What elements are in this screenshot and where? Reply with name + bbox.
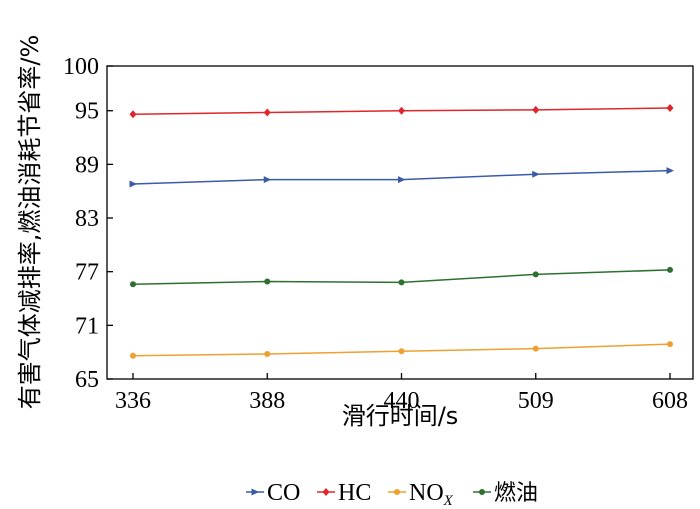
data-point — [398, 106, 405, 115]
data-point — [532, 170, 540, 178]
legend-item: NOX — [388, 480, 454, 509]
legend-marker — [479, 489, 485, 495]
y-tick-label: 83 — [75, 206, 99, 232]
series-1 — [129, 104, 674, 119]
legend-label: NOX — [409, 480, 454, 509]
x-axis: 336 388 440 509 608 — [115, 373, 688, 414]
y-tick-label: 65 — [75, 367, 99, 393]
x-tick-label: 440 — [384, 388, 420, 414]
data-point — [263, 176, 272, 184]
y-tick-label: 71 — [75, 313, 99, 339]
x-tick-label: 608 — [652, 388, 688, 414]
legend-item: HC — [317, 480, 371, 506]
data-point — [398, 348, 405, 355]
x-tick-label: 388 — [249, 388, 285, 414]
legend-label: CO — [267, 480, 300, 506]
data-point — [129, 180, 137, 188]
data-point — [130, 281, 136, 288]
legend-label-main: NO — [409, 480, 444, 506]
data-point — [129, 110, 137, 119]
y-tick-label: 100 — [63, 54, 99, 80]
legend-label-main: HC — [338, 480, 371, 506]
series-2 — [130, 341, 673, 359]
legend-item: 燃油 — [473, 481, 538, 506]
legend-label-subscript: X — [443, 493, 454, 509]
y-tick-label: 77 — [75, 260, 99, 286]
data-point — [263, 108, 271, 117]
plot-area-frame — [106, 65, 694, 380]
data-point — [532, 345, 539, 352]
y-tick-label: 89 — [75, 152, 99, 178]
x-axis-title: 滑行时间/s — [342, 402, 459, 430]
legend-label: 燃油 — [494, 481, 538, 506]
series-3 — [130, 266, 673, 288]
y-tick-label: 95 — [75, 99, 99, 125]
legend-label-main: CO — [267, 480, 300, 506]
data-point — [667, 341, 673, 348]
data-point — [666, 167, 674, 175]
data-point — [532, 271, 539, 278]
data-point — [532, 105, 540, 114]
series-0 — [129, 167, 674, 188]
x-tick-label: 336 — [115, 388, 151, 414]
series-layer — [129, 104, 674, 359]
y-axis-title: 有害气体减排率,燃油消耗节省率/% — [16, 35, 44, 410]
legend-marker — [394, 489, 400, 495]
data-point — [398, 176, 406, 184]
x-tick-label: 509 — [518, 388, 554, 414]
data-point — [264, 350, 271, 357]
data-point — [666, 104, 674, 113]
legend-marker — [322, 488, 330, 496]
legend-item: CO — [246, 480, 300, 506]
y-axis: 65 71 77 83 89 95 100 — [63, 54, 113, 393]
legend: CO HC NOX 燃油 — [246, 480, 538, 509]
series-line — [132, 169, 671, 185]
legend-marker — [251, 488, 259, 496]
data-point — [130, 352, 136, 359]
legend-label-main: 燃油 — [494, 481, 538, 506]
legend-label: HC — [338, 480, 371, 506]
data-point — [398, 279, 405, 286]
data-point — [667, 266, 673, 273]
data-point — [264, 278, 271, 285]
